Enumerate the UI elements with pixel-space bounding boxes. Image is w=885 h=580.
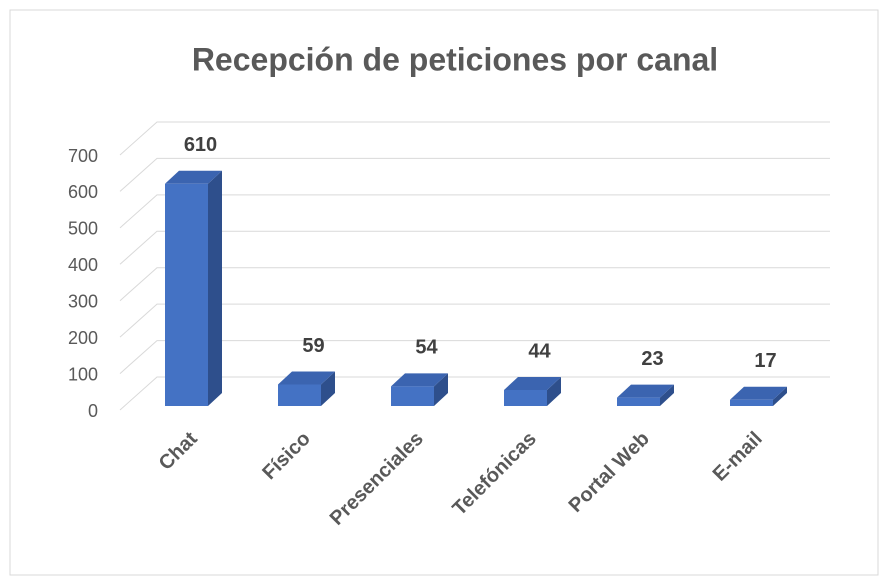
bar-side — [434, 373, 448, 406]
grid-line — [119, 303, 830, 338]
bar-side — [773, 386, 787, 406]
y-tick-label: 100 — [68, 364, 98, 384]
bar-side — [547, 376, 561, 406]
bar — [504, 376, 561, 406]
bar-top — [730, 386, 787, 400]
bar — [730, 386, 787, 406]
grid-line — [119, 121, 830, 156]
bar-front — [617, 397, 660, 406]
bar-side — [660, 384, 674, 406]
grid-line — [119, 376, 830, 411]
bar-top — [278, 371, 335, 385]
bar-side — [208, 170, 222, 406]
bar-top — [617, 384, 674, 398]
grid-line — [119, 230, 830, 265]
y-tick-label: 400 — [68, 255, 98, 275]
bar-side — [321, 371, 335, 406]
value-label: 17 — [754, 350, 776, 372]
y-tick-label: 700 — [68, 146, 98, 166]
bar — [165, 170, 222, 406]
bar-front — [278, 384, 321, 406]
y-tick-label: 500 — [68, 219, 98, 239]
y-tick-label: 300 — [68, 291, 98, 311]
grid-line — [119, 340, 830, 374]
value-label: 44 — [528, 340, 551, 362]
chart-title: Recepción de peticiones por canal — [192, 41, 718, 77]
chart-border — [9, 9, 879, 576]
value-label: 610 — [184, 134, 217, 156]
bar — [617, 384, 674, 406]
value-label: 23 — [641, 348, 663, 370]
grid-line — [119, 157, 830, 192]
bar — [391, 373, 448, 406]
y-tick-label: 600 — [68, 182, 98, 202]
value-label: 59 — [302, 335, 324, 357]
y-tick-label: 0 — [88, 401, 98, 421]
value-label: 54 — [415, 337, 438, 359]
bar-front — [504, 389, 547, 406]
bar-top — [504, 376, 561, 390]
bar-front — [165, 183, 208, 406]
bar-top — [391, 373, 448, 387]
grid-line — [119, 194, 830, 229]
grid-line — [119, 267, 830, 302]
bar — [278, 371, 335, 406]
bar-top — [165, 170, 222, 184]
bar-front — [391, 386, 434, 406]
y-tick-label: 200 — [68, 328, 98, 348]
bar-front — [730, 399, 773, 406]
